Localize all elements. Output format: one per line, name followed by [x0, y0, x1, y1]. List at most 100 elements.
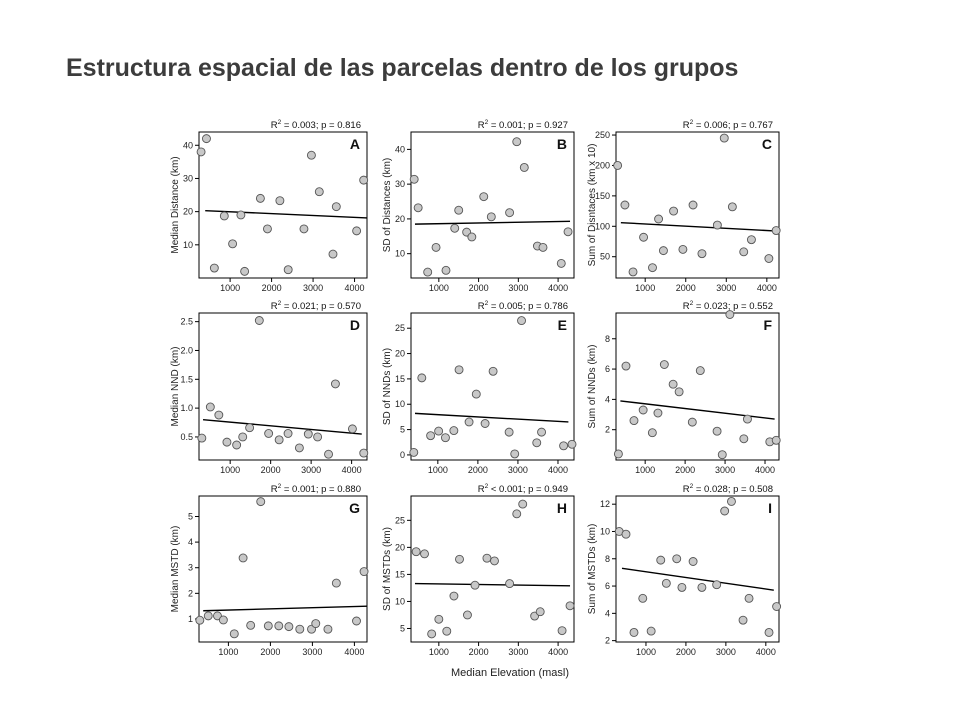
r-squared-stat: R2 = 0.003; p = 0.816 — [271, 119, 361, 131]
data-point — [274, 621, 284, 631]
data-point — [717, 450, 727, 460]
x-tick-label: 2000 — [260, 647, 280, 657]
panel-letter: I — [768, 500, 772, 516]
data-point — [613, 449, 623, 459]
trend-line — [202, 418, 362, 435]
x-tick-label: 2000 — [676, 283, 696, 293]
data-point — [720, 506, 730, 516]
data-point — [742, 414, 752, 424]
data-point — [672, 554, 682, 564]
data-point — [454, 365, 464, 375]
data-point — [240, 266, 250, 276]
y-tick-label: 4 — [188, 537, 193, 547]
y-axis-label: Median Distance (km) — [170, 156, 181, 253]
x-tick-label: 4000 — [344, 647, 364, 657]
data-point — [409, 447, 419, 457]
y-tick-label: 100 — [595, 221, 610, 231]
data-point — [218, 615, 228, 625]
data-point — [567, 439, 577, 449]
y-tick-label: 2 — [605, 636, 610, 646]
y-tick-label: 15 — [395, 569, 405, 579]
y-tick-label: 150 — [595, 191, 610, 201]
plot-frame — [615, 495, 780, 643]
panel-c: 1000 2000 3000 4000 50 100 150 200 250 Sum of Dis… — [587, 119, 781, 293]
data-point — [517, 316, 526, 326]
r-squared-stat: R2 = 0.028; p = 0.508 — [683, 483, 773, 495]
x-tick-label: 4000 — [757, 283, 777, 293]
data-point — [352, 616, 361, 626]
data-point — [654, 214, 664, 224]
data-point — [647, 428, 657, 438]
data-point — [537, 427, 547, 437]
y-tick-label: 0 — [400, 450, 405, 460]
y-tick-label: 8 — [605, 554, 610, 564]
data-point — [688, 557, 698, 566]
shared-x-axis-label: Median Elevation (masl) — [451, 667, 569, 679]
panel-letter: G — [349, 500, 360, 516]
data-point — [661, 578, 671, 588]
data-point — [299, 224, 309, 234]
x-tick-label: 3000 — [716, 647, 736, 657]
y-axis-label: Sum of NNDs (km) — [587, 345, 598, 429]
y-tick-label: 40 — [183, 140, 193, 150]
data-point — [648, 263, 657, 273]
data-point — [232, 440, 242, 450]
data-point — [238, 432, 248, 442]
data-point — [695, 366, 705, 376]
data-point — [565, 601, 575, 611]
x-tick-label: 2000 — [261, 465, 281, 475]
data-point — [284, 622, 294, 632]
plot-frame — [198, 131, 368, 279]
data-point — [712, 580, 722, 590]
data-point — [488, 366, 498, 376]
data-point — [245, 423, 255, 433]
data-point — [712, 220, 722, 230]
panel-letter: F — [763, 317, 772, 333]
data-point — [712, 426, 722, 436]
data-point — [482, 553, 492, 563]
r-squared-stat: R2 = 0.021; p = 0.570 — [271, 300, 361, 312]
x-tick-label: 4000 — [342, 465, 362, 475]
y-tick-label: 2 — [605, 425, 610, 435]
data-point — [294, 443, 304, 453]
x-tick-label: 3000 — [508, 647, 528, 657]
x-tick-label: 1000 — [429, 283, 449, 293]
y-tick-label: 12 — [600, 499, 610, 509]
panel-letter: D — [350, 317, 360, 333]
data-point — [646, 626, 656, 636]
x-tick-label: 3000 — [508, 465, 528, 475]
data-point — [228, 239, 238, 249]
data-point — [413, 203, 423, 213]
data-point — [411, 547, 421, 557]
y-tick-label: 4 — [605, 394, 610, 404]
data-point — [697, 249, 707, 259]
data-point — [264, 429, 274, 438]
data-point — [262, 224, 272, 234]
data-point — [677, 582, 687, 592]
page-title: Estructura espacial de las parcelas dent… — [66, 54, 739, 82]
x-tick-label: 3000 — [715, 465, 735, 475]
data-point — [449, 591, 459, 601]
x-tick-label: 1000 — [635, 465, 655, 475]
data-point — [771, 226, 781, 236]
x-tick-label: 4000 — [756, 647, 776, 657]
x-tick-label: 1000 — [635, 283, 655, 293]
data-point — [687, 417, 697, 427]
y-tick-label: 10 — [183, 240, 193, 250]
y-tick-label: 10 — [395, 596, 405, 606]
trend-line — [620, 221, 780, 232]
data-point — [697, 582, 707, 592]
y-tick-label: 1.0 — [180, 403, 193, 413]
y-tick-label: 2 — [188, 588, 193, 598]
x-tick-label: 1000 — [220, 283, 240, 293]
data-point — [202, 134, 211, 144]
data-point — [229, 629, 239, 639]
data-point — [559, 441, 569, 451]
y-tick-label: 6 — [605, 364, 610, 374]
x-tick-label: 1000 — [428, 465, 448, 475]
data-point — [409, 174, 419, 184]
data-point — [441, 265, 451, 275]
